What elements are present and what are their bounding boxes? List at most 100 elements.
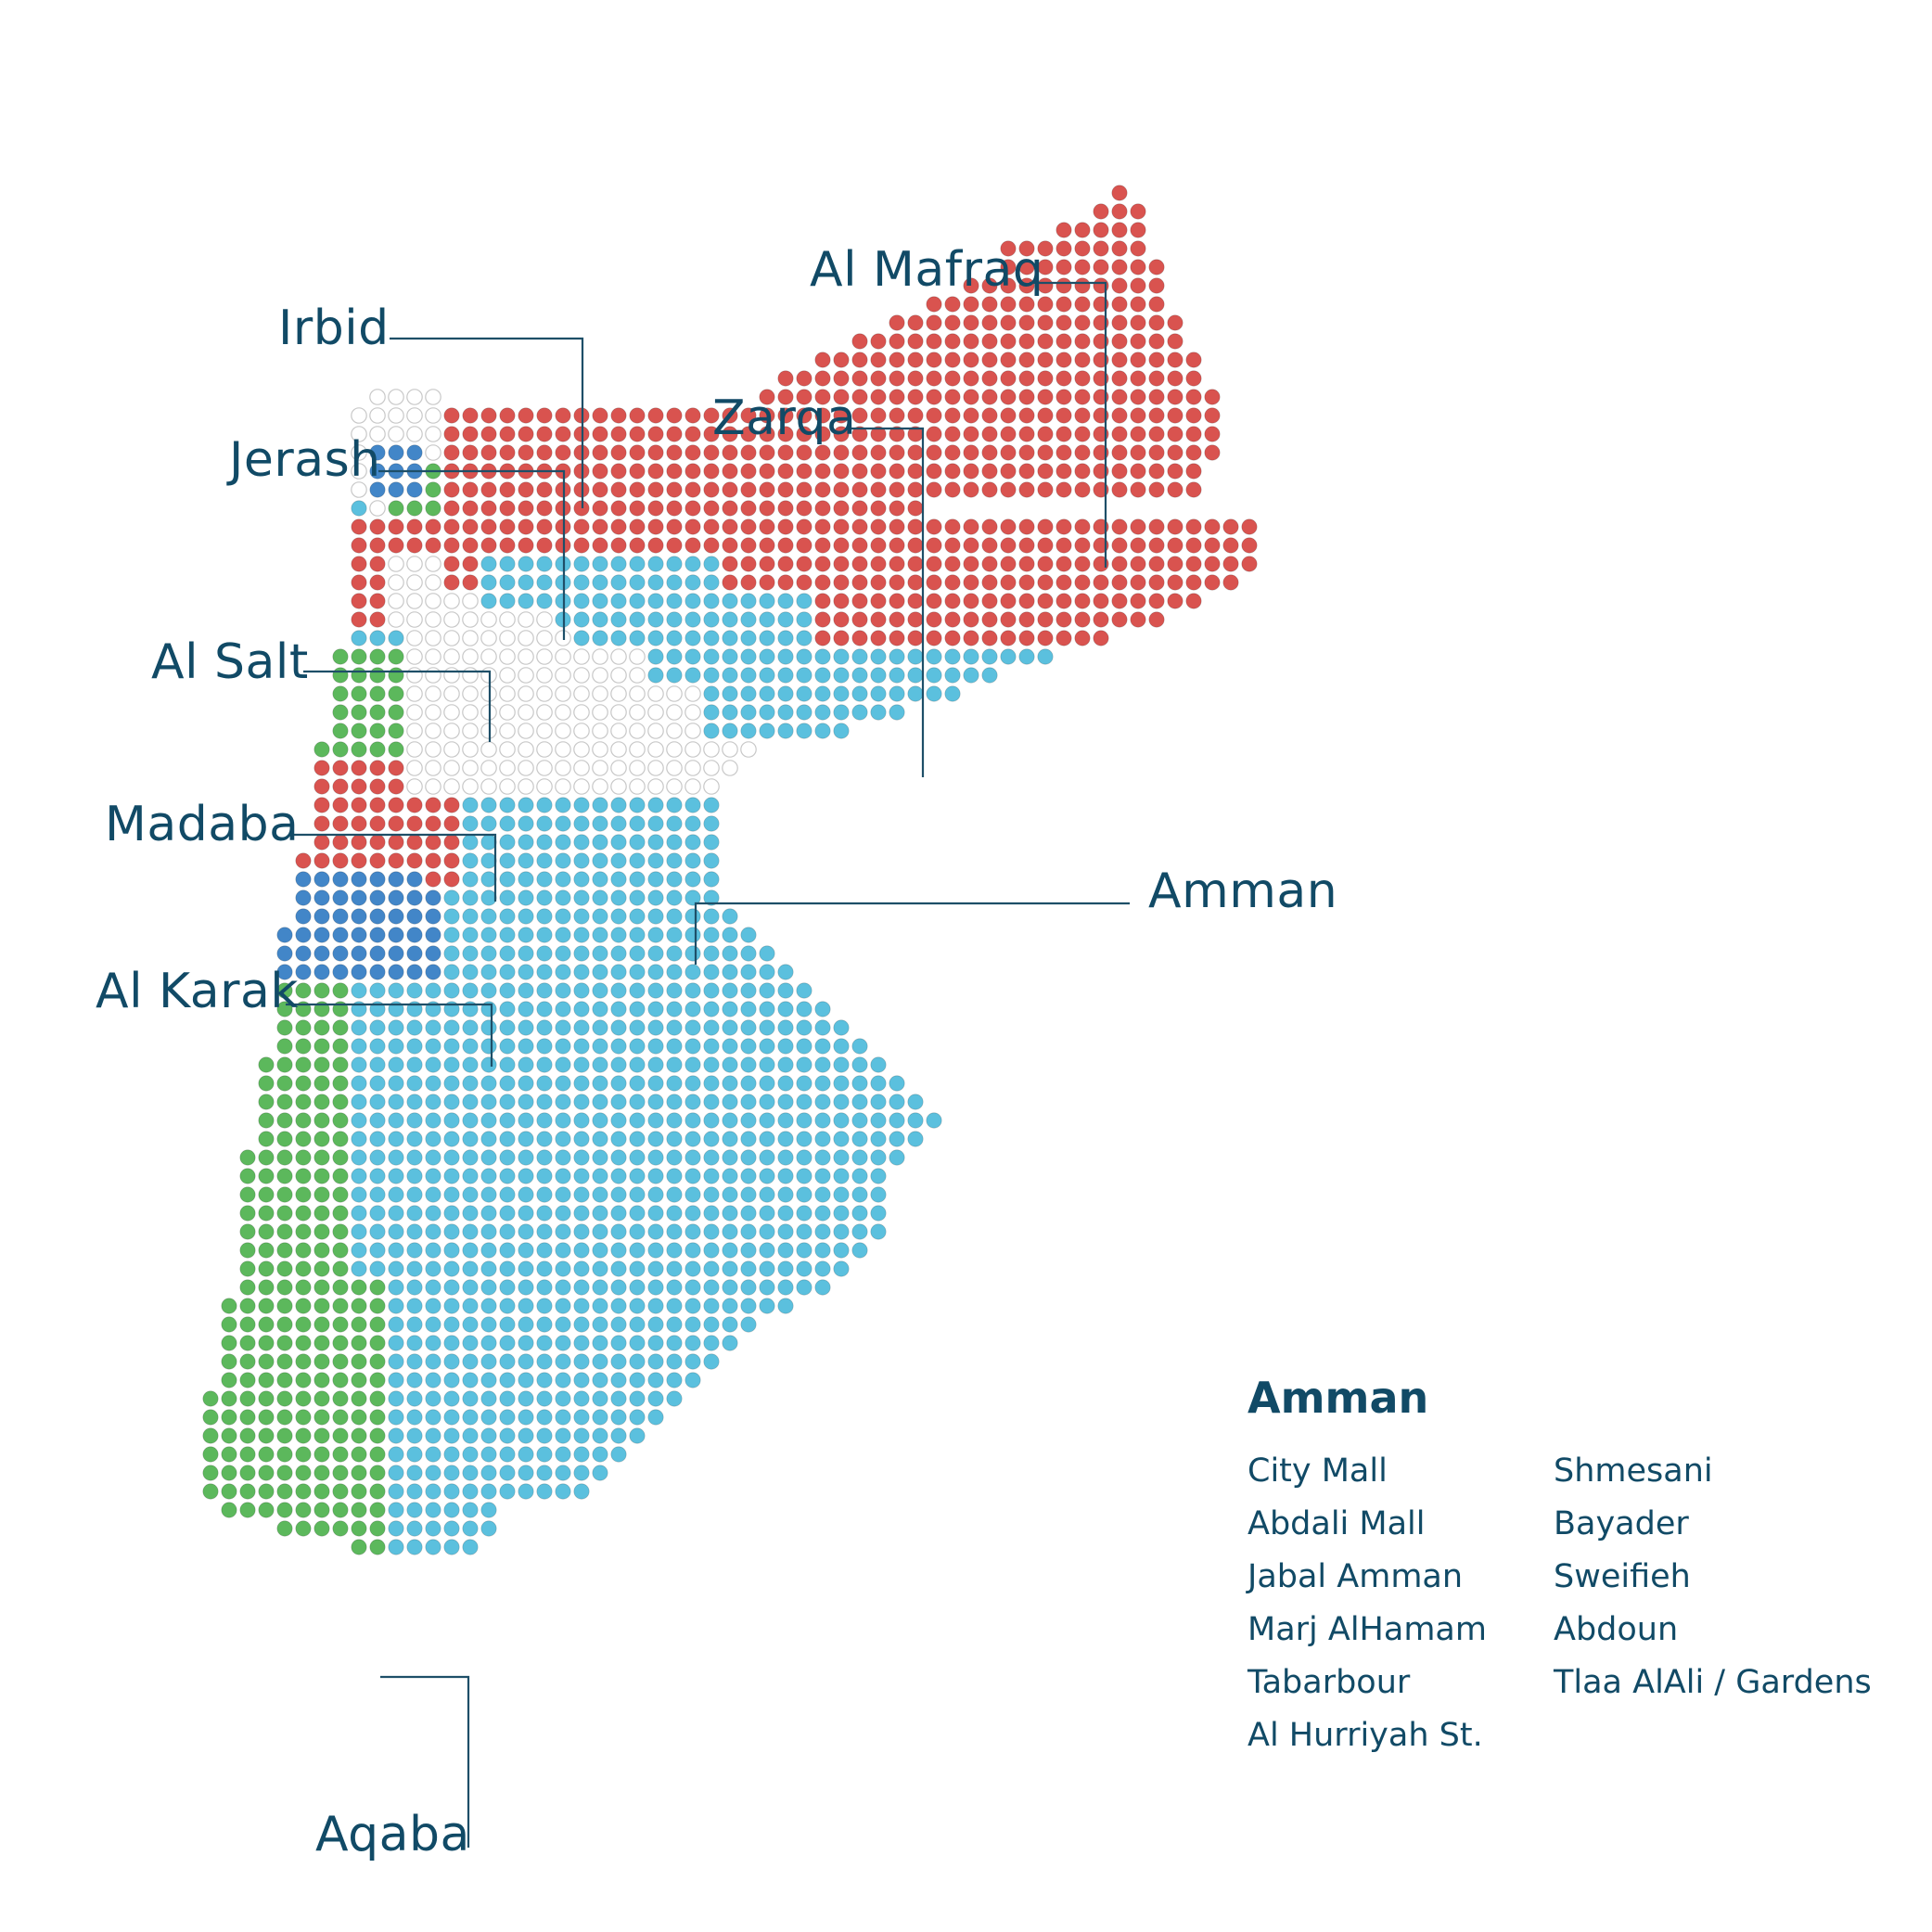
map-dot-red <box>1056 444 1072 461</box>
map-dot-light-blue <box>703 834 720 851</box>
map-dot-red <box>814 630 831 646</box>
map-dot-light-blue <box>555 1446 571 1463</box>
map-dot-light-blue <box>647 1372 664 1388</box>
map-dot-light-blue <box>722 908 738 925</box>
map-dot-red <box>629 407 646 424</box>
map-dot-light-blue <box>388 1279 404 1296</box>
map-dot-red <box>870 444 887 461</box>
map-dot-dark-blue <box>332 927 349 943</box>
map-dot-red <box>388 778 404 795</box>
map-dot-empty <box>592 723 608 739</box>
map-dot-empty <box>499 685 516 702</box>
map-dot-green <box>332 982 349 999</box>
map-dot-light-blue <box>722 964 738 980</box>
map-dot-red <box>313 815 330 832</box>
madaba-label: Madaba <box>105 797 300 852</box>
map-dot-light-blue <box>443 1149 460 1166</box>
map-dot-light-blue <box>740 1038 757 1055</box>
map-dot-green <box>332 1019 349 1036</box>
map-dot-red <box>1185 574 1202 591</box>
map-dot-light-blue <box>592 1149 608 1166</box>
map-dot-red <box>963 574 979 591</box>
map-dot-green <box>351 1298 367 1314</box>
map-dot-green <box>313 1056 330 1073</box>
map-dot-light-blue <box>722 1112 738 1129</box>
map-dot-red <box>814 611 831 628</box>
map-dot-light-blue <box>740 1131 757 1147</box>
map-dot-light-blue <box>462 1038 479 1055</box>
map-dot-light-blue <box>685 1223 701 1240</box>
map-dot-light-blue <box>647 1038 664 1055</box>
map-dot-light-blue <box>610 797 627 813</box>
map-dot-light-blue <box>592 630 608 646</box>
map-dot-red <box>1074 296 1091 313</box>
map-dot-light-blue <box>833 1131 850 1147</box>
map-dot-red <box>814 537 831 554</box>
map-dot-light-blue <box>443 1502 460 1518</box>
map-dot-empty <box>610 648 627 665</box>
map-dot-light-blue <box>573 1186 590 1203</box>
map-dot-red <box>1037 389 1054 405</box>
map-dot-light-blue <box>425 1149 441 1166</box>
map-dot-light-blue <box>592 1409 608 1426</box>
map-dot-light-blue <box>388 1298 404 1314</box>
map-dot-light-blue <box>351 1186 367 1203</box>
map-dot-empty <box>722 741 738 758</box>
map-dot-light-blue <box>685 964 701 980</box>
map-dot-light-blue <box>889 685 905 702</box>
map-dot-red <box>1111 444 1128 461</box>
map-dot-light-blue <box>480 871 497 888</box>
map-dot-red <box>889 500 905 517</box>
map-dot-green <box>313 1465 330 1481</box>
madaba-leader <box>289 833 497 902</box>
map-dot-light-blue <box>462 1520 479 1537</box>
map-dot-light-blue <box>666 797 683 813</box>
map-dot-light-blue <box>610 1242 627 1259</box>
map-dot-light-blue <box>629 1409 646 1426</box>
map-dot-red <box>796 518 812 535</box>
map-dot-light-blue <box>647 1390 664 1407</box>
map-dot-empty <box>462 685 479 702</box>
map-dot-light-blue <box>777 1075 794 1092</box>
map-dot-light-blue <box>666 1094 683 1110</box>
map-dot-light-blue <box>740 1205 757 1222</box>
map-dot-red <box>1000 518 1017 535</box>
map-dot-red <box>1130 556 1146 572</box>
map-dot-green <box>258 1372 275 1388</box>
map-dot-light-blue <box>629 964 646 980</box>
map-dot-light-blue <box>462 1056 479 1073</box>
map-dot-light-blue <box>759 1242 775 1259</box>
map-dot-red <box>1148 444 1165 461</box>
map-dot-light-blue <box>666 1131 683 1147</box>
map-dot-green <box>276 1427 293 1444</box>
map-dot-red <box>796 426 812 442</box>
map-dot-red <box>889 593 905 609</box>
map-dot-light-blue <box>759 1019 775 1036</box>
leader-lines <box>286 281 1130 1848</box>
map-dot-light-blue <box>480 1075 497 1092</box>
map-dot-light-blue <box>740 1316 757 1333</box>
map-dot-green <box>295 1316 312 1333</box>
map-dot-green <box>295 1353 312 1370</box>
map-dot-red <box>1148 314 1165 331</box>
map-dot-light-blue <box>610 1409 627 1426</box>
map-dot-light-blue <box>573 1483 590 1500</box>
map-dot-light-blue <box>369 1075 386 1092</box>
map-dot-red <box>851 611 868 628</box>
map-dot-light-blue <box>685 556 701 572</box>
map-dot-light-blue <box>480 593 497 609</box>
map-dot-green <box>239 1260 256 1277</box>
map-dot-red <box>1148 407 1165 424</box>
map-dot-green <box>351 704 367 721</box>
map-dot-red <box>981 389 998 405</box>
map-dot-light-blue <box>536 1390 553 1407</box>
map-dot-light-blue <box>388 1186 404 1203</box>
map-dot-green <box>313 1186 330 1203</box>
map-dot-empty <box>406 704 423 721</box>
map-dot-light-blue <box>740 1168 757 1184</box>
map-dot-light-blue <box>425 1019 441 1036</box>
map-dot-red <box>926 444 942 461</box>
map-dot-light-blue <box>647 1075 664 1092</box>
map-dot-empty <box>499 741 516 758</box>
map-dot-light-blue <box>851 1168 868 1184</box>
